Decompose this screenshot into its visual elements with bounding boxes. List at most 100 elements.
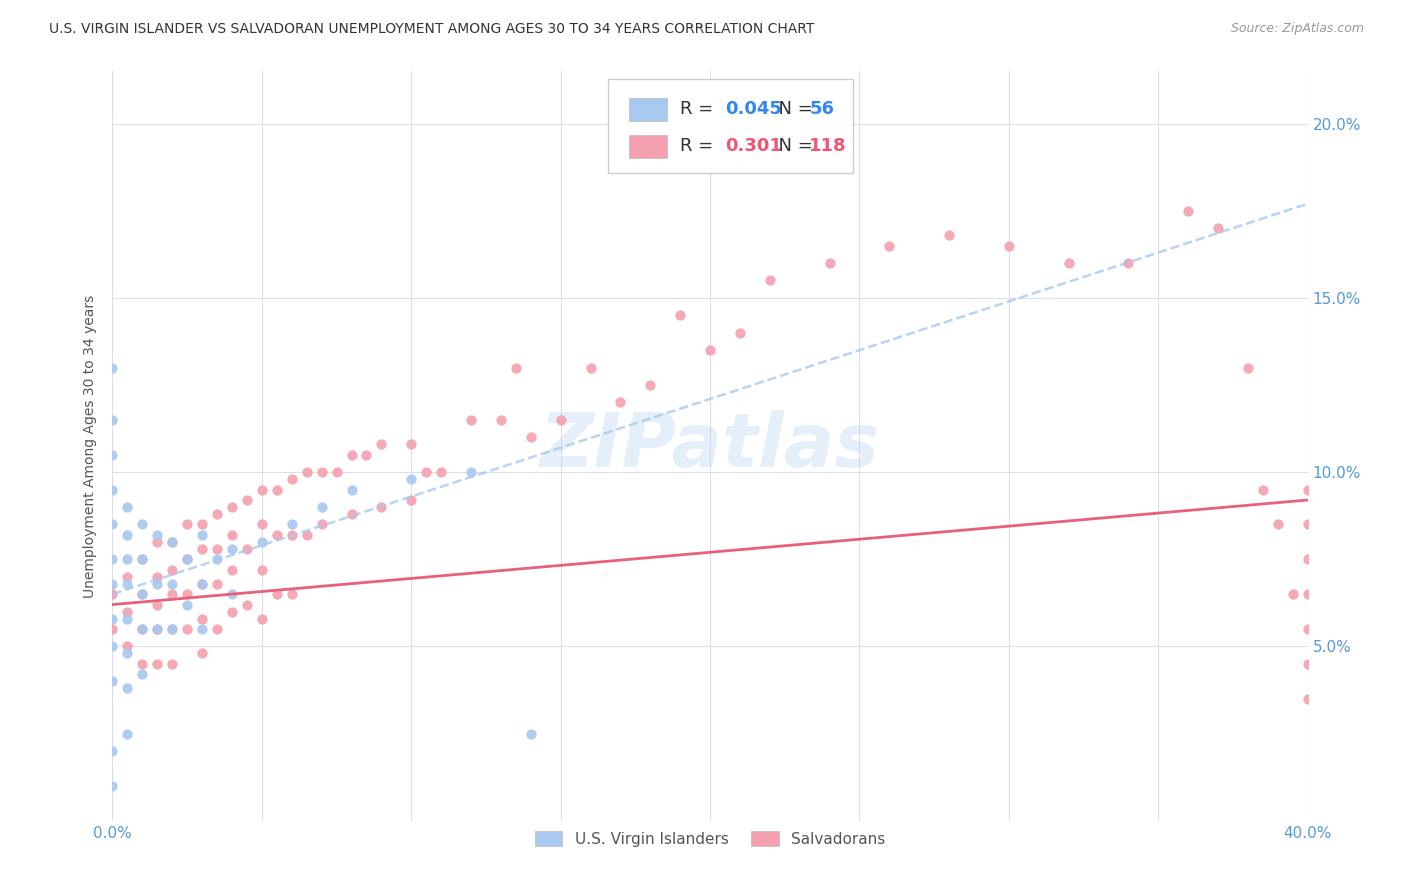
Point bbox=[1296, 622, 1319, 636]
Point bbox=[460, 465, 482, 479]
Point bbox=[146, 598, 169, 612]
Point bbox=[250, 534, 273, 549]
Point bbox=[325, 465, 347, 479]
Point bbox=[205, 552, 228, 566]
Point bbox=[101, 413, 124, 427]
Text: 118: 118 bbox=[810, 136, 846, 154]
Point bbox=[1296, 657, 1319, 671]
Point bbox=[205, 541, 228, 556]
Point bbox=[117, 576, 139, 591]
Point bbox=[131, 622, 153, 636]
Point bbox=[146, 657, 169, 671]
Point bbox=[1118, 256, 1140, 270]
Point bbox=[205, 576, 228, 591]
Point bbox=[1281, 587, 1303, 601]
Point bbox=[311, 500, 333, 514]
Point bbox=[162, 576, 183, 591]
Point bbox=[131, 667, 153, 681]
Point bbox=[340, 483, 363, 497]
Point bbox=[250, 563, 273, 577]
Point bbox=[131, 587, 153, 601]
Point bbox=[609, 395, 631, 409]
Text: R =: R = bbox=[681, 136, 718, 154]
Point bbox=[117, 726, 139, 740]
Point bbox=[176, 598, 198, 612]
Point bbox=[460, 413, 482, 427]
Point bbox=[340, 448, 363, 462]
Point bbox=[131, 587, 153, 601]
FancyBboxPatch shape bbox=[628, 135, 666, 158]
Point bbox=[176, 587, 198, 601]
Point bbox=[131, 657, 153, 671]
Point bbox=[191, 622, 214, 636]
Point bbox=[250, 611, 273, 625]
Point bbox=[117, 528, 139, 542]
Point bbox=[101, 674, 124, 689]
Text: ZIPatlas: ZIPatlas bbox=[540, 409, 880, 483]
Point bbox=[221, 563, 243, 577]
Point bbox=[101, 448, 124, 462]
Point bbox=[1267, 517, 1289, 532]
Text: N =: N = bbox=[768, 100, 818, 118]
Point bbox=[117, 646, 139, 660]
Point bbox=[191, 611, 214, 625]
Point bbox=[101, 622, 124, 636]
Point bbox=[430, 465, 453, 479]
Point bbox=[550, 413, 572, 427]
Point bbox=[117, 500, 139, 514]
Point bbox=[281, 472, 304, 486]
Legend: U.S. Virgin Islanders, Salvadorans: U.S. Virgin Islanders, Salvadorans bbox=[527, 823, 893, 855]
Point bbox=[131, 622, 153, 636]
Point bbox=[221, 500, 243, 514]
Point bbox=[162, 563, 183, 577]
Point bbox=[191, 576, 214, 591]
Point bbox=[295, 465, 318, 479]
Point bbox=[266, 528, 288, 542]
Text: N =: N = bbox=[768, 136, 818, 154]
Point bbox=[505, 360, 527, 375]
Point bbox=[146, 570, 169, 584]
Point bbox=[101, 483, 124, 497]
Point bbox=[101, 640, 124, 654]
FancyBboxPatch shape bbox=[609, 78, 853, 172]
Point bbox=[101, 611, 124, 625]
Point bbox=[266, 587, 288, 601]
Point bbox=[415, 465, 437, 479]
Point bbox=[146, 534, 169, 549]
Point bbox=[1206, 221, 1229, 235]
Point bbox=[1177, 203, 1199, 218]
Point bbox=[356, 448, 378, 462]
Point bbox=[101, 576, 124, 591]
Point bbox=[101, 517, 124, 532]
Point bbox=[146, 622, 169, 636]
Point bbox=[131, 552, 153, 566]
Point bbox=[101, 779, 124, 793]
FancyBboxPatch shape bbox=[628, 98, 666, 120]
Point bbox=[520, 726, 543, 740]
Point bbox=[579, 360, 602, 375]
Point bbox=[370, 500, 392, 514]
Point bbox=[205, 622, 228, 636]
Point bbox=[191, 576, 214, 591]
Point bbox=[221, 541, 243, 556]
Point bbox=[1296, 691, 1319, 706]
Point bbox=[1237, 360, 1260, 375]
Point bbox=[401, 493, 423, 508]
Text: 0.301: 0.301 bbox=[725, 136, 783, 154]
Point bbox=[818, 256, 841, 270]
Point bbox=[699, 343, 721, 358]
Point bbox=[162, 534, 183, 549]
Point bbox=[162, 622, 183, 636]
Point bbox=[728, 326, 751, 340]
Point bbox=[250, 517, 273, 532]
Point bbox=[101, 552, 124, 566]
Point bbox=[879, 238, 901, 252]
Text: 56: 56 bbox=[810, 100, 834, 118]
Point bbox=[250, 483, 273, 497]
Point bbox=[489, 413, 512, 427]
Point bbox=[281, 528, 304, 542]
Point bbox=[281, 587, 304, 601]
Point bbox=[669, 308, 692, 322]
Point bbox=[162, 622, 183, 636]
Point bbox=[221, 587, 243, 601]
